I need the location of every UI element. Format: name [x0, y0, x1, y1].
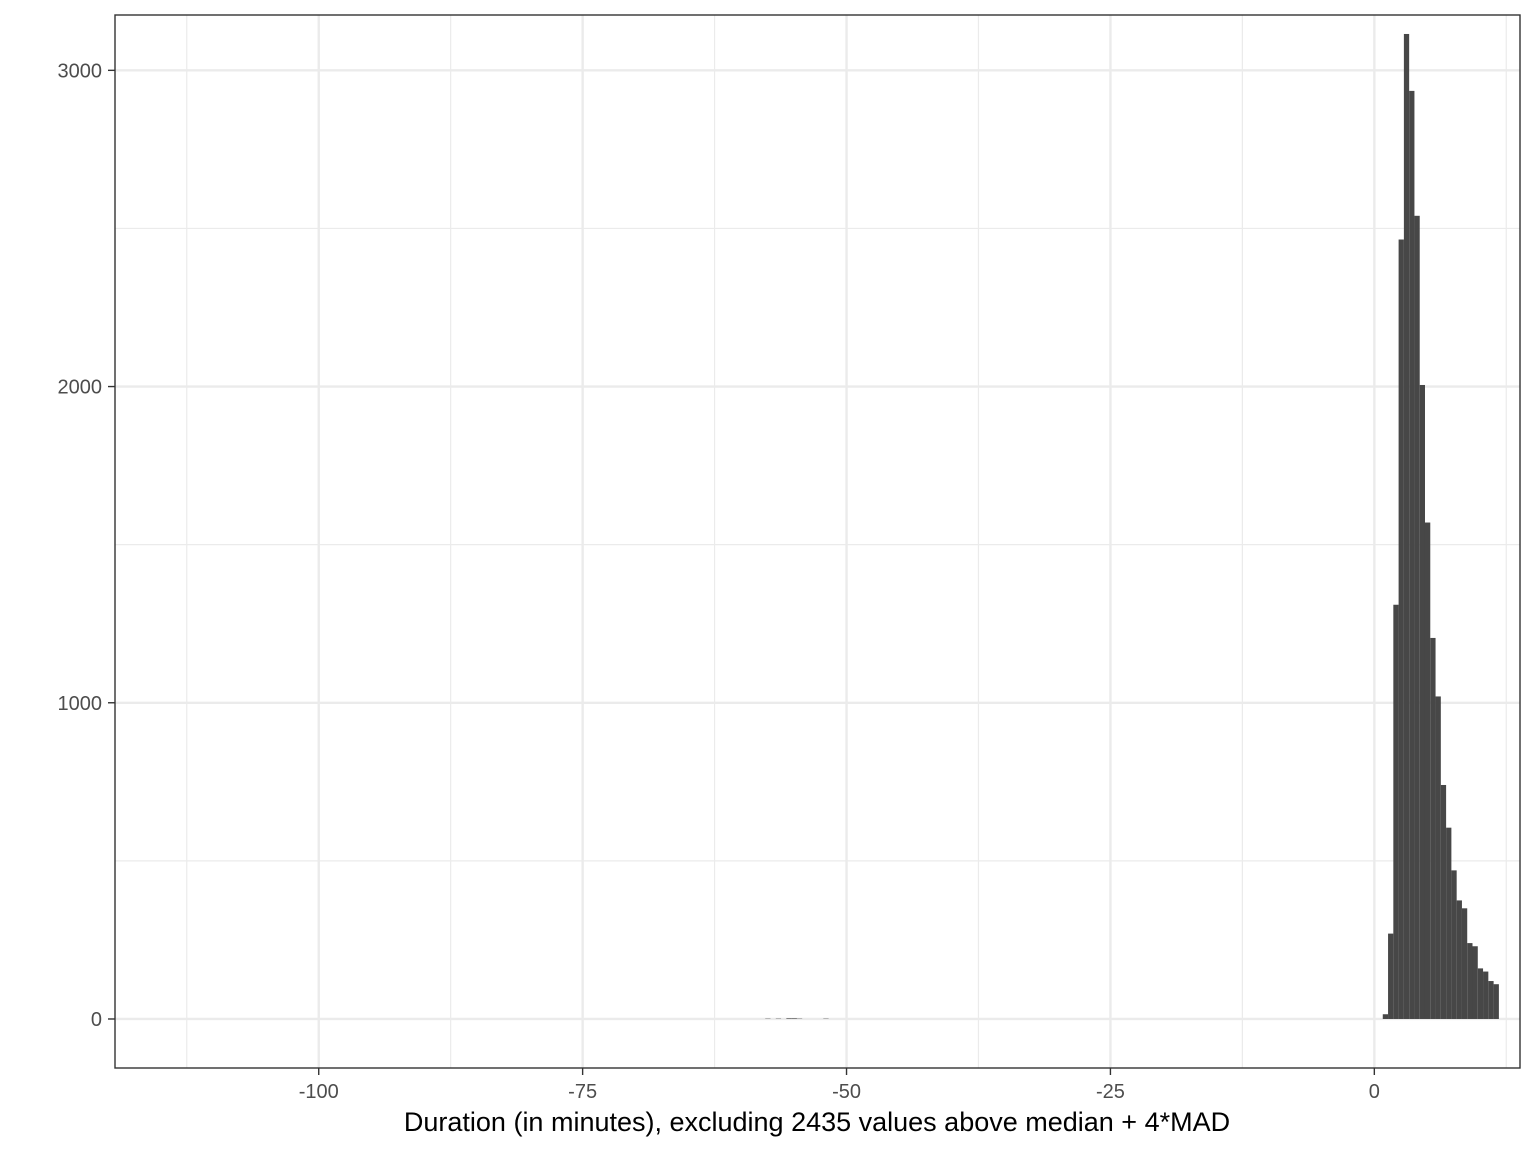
histogram-bar [1488, 981, 1493, 1019]
histogram-bar [1399, 240, 1404, 1019]
x-tick-label: -75 [568, 1081, 597, 1103]
histogram-bar [1467, 943, 1472, 1019]
histogram-bar [1409, 91, 1414, 1019]
histogram-bar [1414, 216, 1419, 1019]
histogram-bar [1457, 900, 1462, 1019]
x-tick-label: 0 [1369, 1081, 1380, 1103]
histogram-bar [1383, 1014, 1388, 1019]
y-tick-label: 3000 [58, 60, 103, 82]
y-axis-ticks: 0 1000 2000 3000 [58, 60, 116, 1031]
histogram-bar [1436, 696, 1441, 1019]
histogram-bar [1446, 828, 1451, 1019]
x-axis-ticks: -100 -75 -50 -25 0 [299, 1068, 1380, 1103]
plot-background [115, 15, 1520, 1068]
histogram-bar [1441, 785, 1446, 1019]
histogram-bar [1430, 638, 1435, 1019]
histogram-bar [1462, 908, 1467, 1019]
histogram-bar [1420, 385, 1425, 1019]
x-tick-label: -50 [832, 1081, 861, 1103]
y-tick-label: 1000 [58, 693, 103, 715]
histogram-bar [1478, 968, 1483, 1019]
y-tick-label: 0 [91, 1009, 102, 1031]
histogram-bar [1472, 946, 1477, 1019]
histogram-bar [1494, 984, 1499, 1019]
histogram-bar [792, 1018, 797, 1019]
y-tick-label: 2000 [58, 377, 103, 399]
histogram-bar [1425, 523, 1430, 1019]
x-axis-title: Duration (in minutes), excluding 2435 va… [404, 1107, 1230, 1137]
histogram-bar [786, 1018, 791, 1019]
histogram-bar [1483, 972, 1488, 1019]
x-tick-label: -100 [299, 1081, 339, 1103]
histogram-bar [1393, 605, 1398, 1019]
histogram-bar [1451, 870, 1456, 1019]
histogram-bar [1388, 934, 1393, 1019]
x-tick-label: -25 [1096, 1081, 1125, 1103]
histogram-bar [1404, 34, 1409, 1019]
